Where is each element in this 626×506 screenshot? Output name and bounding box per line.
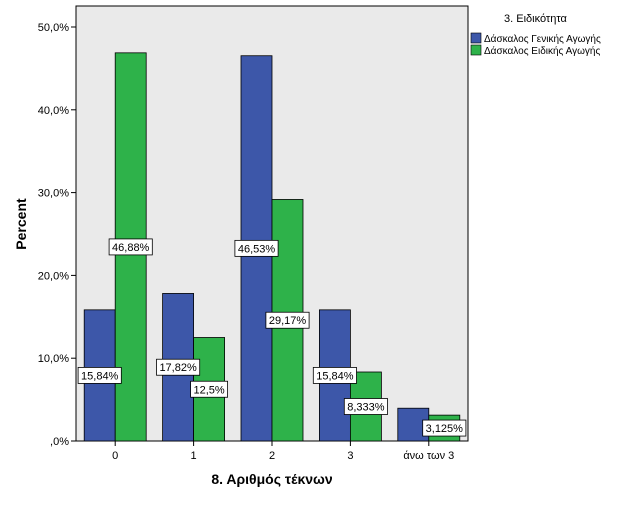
- legend-title: 3. Ειδικότητα: [504, 13, 568, 25]
- x-tick-label: 2: [269, 450, 275, 462]
- legend: 3. Ειδικότητα Δάσκαλος Γενικής ΑγωγήςΔάσ…: [470, 13, 601, 57]
- y-tick-label: 50,0%: [38, 22, 69, 34]
- data-label-text: 46,88%: [112, 242, 150, 254]
- x-tick-label: 1: [191, 450, 197, 462]
- legend-label: Δάσκαλος Ειδικής Αγωγής: [484, 45, 600, 57]
- data-label-text: 15,84%: [81, 370, 119, 382]
- data-label-box: [156, 358, 201, 376]
- data-label-text: 17,82%: [159, 362, 197, 374]
- data-label-box: [190, 380, 229, 398]
- x-tick-label: άνω των 3: [403, 450, 454, 462]
- y-axis: ,0% 10,0% 20,0% 30,0% 40,0% 50,0%: [38, 22, 76, 448]
- data-label: 29,17%: [265, 311, 310, 329]
- data-label-box: [422, 419, 467, 437]
- data-label-text: 29,17%: [269, 315, 307, 327]
- y-tick-label: 30,0%: [38, 188, 69, 200]
- data-label: 46,88%: [108, 238, 153, 256]
- data-label-box: [108, 238, 153, 256]
- x-axis: 0 1 2 3 άνω των 3: [112, 441, 454, 462]
- data-label-text: 46,53%: [238, 243, 276, 255]
- data-label-box: [265, 311, 310, 329]
- y-tick-label: 20,0%: [38, 270, 69, 282]
- data-labels: 15,84% 17,82% 46,53% 15,84% 46,88% 12,5% 29,17…: [77, 238, 467, 437]
- y-tick-label: 40,0%: [38, 105, 69, 117]
- legend-swatch: [470, 32, 482, 44]
- x-tick-label: 0: [112, 450, 118, 462]
- data-label: 17,82%: [156, 358, 201, 376]
- data-label-text: 8,333%: [347, 402, 385, 414]
- legend-label: Δάσκαλος Γενικής Αγωγής: [484, 33, 601, 45]
- x-axis-title: 8. Αριθμός τέκνων: [211, 471, 333, 487]
- data-label: 15,84%: [312, 367, 357, 384]
- y-tick-label: ,0%: [50, 436, 69, 448]
- data-label-text: 12,5%: [193, 384, 224, 396]
- data-label-text: 3,125%: [426, 423, 464, 435]
- y-tick-label: 10,0%: [38, 353, 69, 365]
- data-label: 15,84%: [77, 367, 122, 384]
- data-label-box: [312, 367, 357, 384]
- y-axis-title: Percent: [13, 198, 29, 250]
- data-label-text: 15,84%: [316, 370, 354, 382]
- data-label: 12,5%: [190, 380, 229, 398]
- data-label: 8,333%: [343, 398, 388, 415]
- data-label-box: [343, 398, 388, 415]
- data-label: 3,125%: [422, 419, 467, 437]
- data-label-box: [234, 239, 279, 257]
- x-tick-label: 3: [347, 450, 353, 462]
- data-label: 46,53%: [234, 239, 279, 257]
- legend-swatch: [470, 44, 482, 56]
- data-label-box: [77, 367, 122, 384]
